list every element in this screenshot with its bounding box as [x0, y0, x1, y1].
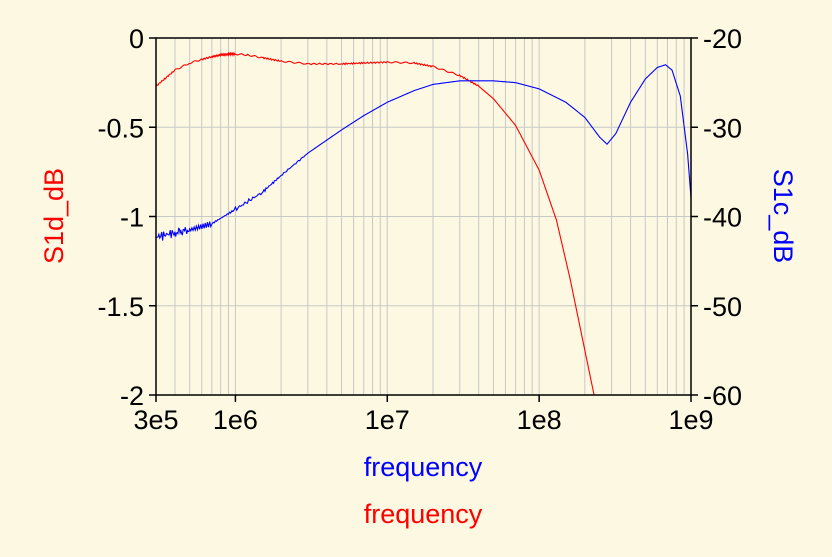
- x-tick-label: 1e8: [517, 405, 562, 435]
- left-tick-label: -1.5: [97, 292, 144, 322]
- grid: [155, 37, 692, 396]
- right-tick-label: -50: [703, 292, 742, 322]
- plot-area: [155, 51, 692, 396]
- left-tick-label: 0: [129, 24, 144, 54]
- x-tick-label: 1e6: [213, 405, 258, 435]
- right-tick-label: -60: [703, 381, 742, 411]
- right-tick-label: -20: [703, 24, 742, 54]
- x-axis-label-red: frequency: [364, 499, 483, 529]
- series-line-s1c-db: [155, 64, 692, 241]
- series-line-s1d-db: [155, 51, 595, 396]
- left-axis-label: S1d_dB: [39, 168, 69, 264]
- x-tick-label: 3e5: [133, 405, 178, 435]
- ticks: 3e5 1e6 1e7 1e8 1e9 0 -0.5 -1 -1.5 -2 -20 -30 -40 -50…: [97, 24, 742, 435]
- x-tick-label: 1e7: [365, 405, 410, 435]
- left-tick-label: -1: [120, 203, 144, 233]
- x-tick-label: 1e9: [668, 405, 713, 435]
- right-tick-label: -40: [703, 203, 742, 233]
- right-axis-label: S1c_dB: [768, 169, 798, 264]
- left-tick-label: -0.5: [97, 113, 144, 143]
- right-tick-label: -30: [703, 113, 742, 143]
- x-axis-label-blue: frequency: [364, 452, 483, 482]
- left-tick-label: -2: [120, 381, 144, 411]
